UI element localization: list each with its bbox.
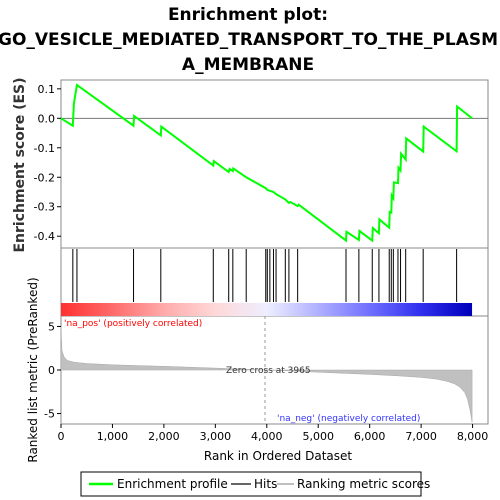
x-tick-label: 6,000 (354, 430, 386, 443)
chart-title-line-2: GO_VESICLE_MEDIATED_TRANSPORT_TO_THE_PLA… (0, 30, 498, 50)
es-panel: 0.1 0.0 -0.1 -0.2 -0.3 -0.4 (34, 83, 488, 243)
chart-title-line-1: Enrichment plot: (168, 5, 328, 25)
pos-correlated-label: 'na_pos' (positively correlated) (64, 319, 202, 329)
x-axis: 0 1,000 2,000 3,000 4,000 5,000 6,000 7,000 8,00… (58, 424, 489, 443)
legend-label-hits: Hits (254, 477, 277, 491)
es-y-tick-label: -0.4 (34, 230, 55, 243)
chart-title-line-3: A_MEMBRANE (182, 55, 314, 75)
legend: Enrichment profile Hits Ranking metric s… (80, 471, 430, 497)
enrichment-profile-line (60, 83, 473, 243)
metric-y-tick-label: 0 (48, 364, 55, 377)
es-y-tick-label: -0.1 (34, 142, 55, 155)
x-axis-title: Rank in Ordered Dataset (204, 449, 352, 463)
es-axis-title: Enrichment score (ES) (12, 77, 28, 252)
legend-label-enrichment: Enrichment profile (117, 477, 228, 491)
x-tick-label: 5,000 (302, 430, 334, 443)
x-tick-label: 1,000 (97, 430, 129, 443)
x-tick-label: 4,000 (251, 430, 283, 443)
x-tick-label: 0 (58, 430, 65, 443)
legend-label-ranking: Ranking metric scores (297, 477, 430, 491)
es-y-tick-label: -0.2 (34, 171, 55, 184)
ranking-metric-area (60, 326, 473, 423)
metric-axis-title: Ranked list metric (PreRanked) (26, 277, 40, 462)
metric-y-tick-label: -5 (44, 408, 55, 421)
neg-correlated-label: 'na_neg' (negatively correlated) (277, 414, 420, 424)
metric-y-tick-label: 5 (48, 320, 55, 333)
rank-color-bar (61, 303, 473, 316)
x-tick-label: 7,000 (405, 430, 437, 443)
es-y-tick-label: -0.3 (34, 201, 55, 214)
x-tick-label: 3,000 (200, 430, 232, 443)
es-y-tick-label: 0.0 (38, 112, 56, 125)
metric-panel: 5 0 -5 (44, 316, 473, 424)
x-tick-label: 2,000 (148, 430, 180, 443)
es-y-tick-label: 0.1 (38, 83, 56, 96)
hits-panel (61, 249, 473, 316)
zero-cross-label: Zero cross at 3965 (226, 366, 311, 376)
es-panel-frame (60, 79, 489, 249)
x-tick-label: 8,000 (457, 430, 489, 443)
